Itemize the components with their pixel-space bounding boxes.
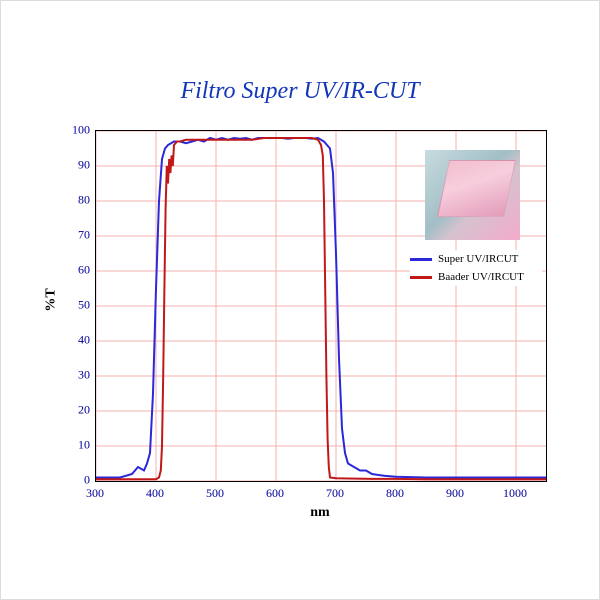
legend-item-baader-uv-ircut: Baader UV/IRCUT — [410, 268, 542, 286]
ytick-80: 80 — [50, 193, 90, 208]
ytick-40: 40 — [50, 333, 90, 348]
ytick-10: 10 — [50, 438, 90, 453]
xtick-900: 900 — [435, 486, 475, 501]
xtick-300: 300 — [75, 486, 115, 501]
chart-title: Filtro Super UV/IR-CUT — [0, 78, 600, 105]
xtick-500: 500 — [195, 486, 235, 501]
xtick-1000: 1000 — [495, 486, 535, 501]
legend-swatch — [410, 258, 432, 261]
x-axis-label: nm — [95, 505, 545, 521]
ytick-20: 20 — [50, 403, 90, 418]
xtick-400: 400 — [135, 486, 175, 501]
legend: Super UV/IRCUT Baader UV/IRCUT — [410, 250, 542, 286]
ytick-30: 30 — [50, 368, 90, 383]
legend-label: Baader UV/IRCUT — [438, 271, 524, 283]
ytick-50: 50 — [50, 298, 90, 313]
ytick-100: 100 — [50, 123, 90, 138]
xtick-800: 800 — [375, 486, 415, 501]
xtick-600: 600 — [255, 486, 295, 501]
inset-photo — [425, 150, 520, 240]
legend-item-super-uv-ircut: Super UV/IRCUT — [410, 250, 542, 268]
legend-label: Super UV/IRCUT — [438, 253, 518, 265]
legend-swatch — [410, 276, 432, 279]
ytick-60: 60 — [50, 263, 90, 278]
ytick-90: 90 — [50, 158, 90, 173]
xtick-700: 700 — [315, 486, 355, 501]
ytick-70: 70 — [50, 228, 90, 243]
